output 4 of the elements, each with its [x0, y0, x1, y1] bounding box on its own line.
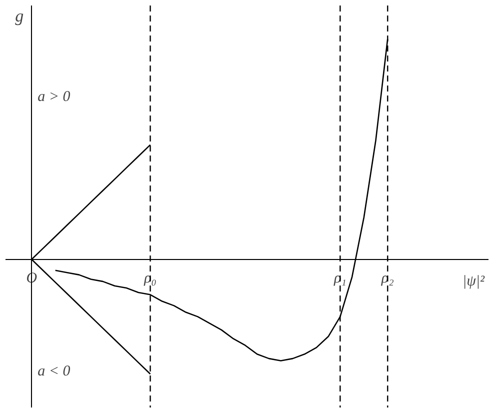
annotation: a > 0: [38, 89, 71, 106]
y-axis-title: g: [15, 6, 24, 26]
annotation: a < 0: [38, 364, 71, 380]
x-axis-title: |ψ|²: [462, 273, 486, 290]
